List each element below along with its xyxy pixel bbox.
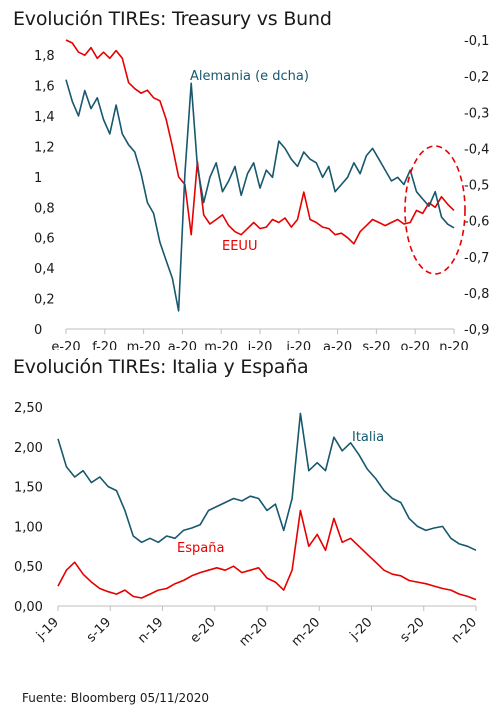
x-tick-label: m-20 — [127, 340, 161, 350]
x-tick-label: o-20 — [400, 340, 429, 350]
x-tick-label: m-20 — [236, 615, 271, 650]
chart1-title: Evolución TIREs: Treasury vs Bund — [13, 8, 332, 30]
x-tick-label: n-20 — [439, 340, 468, 350]
y-right-tick-label: -0,5 — [464, 179, 489, 194]
y-left-tick-label: 1,50 — [14, 481, 43, 496]
x-tick-label: s-20 — [397, 615, 427, 645]
y-left-tick-label: 0,8 — [34, 201, 55, 216]
y-right-tick-label: -0,7 — [464, 251, 489, 266]
x-tick-label: j-20 — [347, 615, 376, 644]
y-left-tick-label: 1,00 — [14, 520, 43, 535]
y-right-tick-label: -0,1 — [464, 34, 489, 49]
source-note: Fuente: Bloomberg 05/11/2020 — [22, 691, 210, 705]
x-tick-label: j-20 — [247, 340, 273, 350]
y-right-tick-label: -0,6 — [464, 215, 489, 230]
series-line-espa-a — [57, 509, 477, 601]
y-left-tick-label: 0,6 — [34, 232, 55, 247]
x-tick-label: j-20 — [285, 340, 311, 350]
series-label-espana: España — [177, 541, 224, 556]
y-left-tick-label: 0,2 — [34, 293, 55, 308]
y-left-tick-label: 1,2 — [34, 140, 55, 155]
x-tick-label: e-20 — [187, 615, 218, 646]
y-left-tick-label: 2,00 — [14, 441, 43, 456]
y-right-tick-label: -0,9 — [464, 323, 489, 338]
series-label-alemania: Alemania (e dcha) — [190, 69, 309, 84]
y-left-tick-label: 1,8 — [34, 49, 55, 64]
y-left-tick-label: 1,6 — [34, 80, 55, 95]
y-left-tick-label: 1,4 — [34, 110, 55, 125]
x-tick-label: a-20 — [323, 340, 352, 350]
y-left-tick-label: 1 — [34, 171, 42, 186]
x-tick-label: m-20 — [204, 340, 238, 350]
x-tick-label: m-20 — [289, 615, 324, 650]
x-tick-label: s-19 — [84, 615, 114, 645]
series-label-eeuu: EEUU — [222, 239, 257, 254]
series-label-italia: Italia — [352, 430, 384, 445]
x-tick-label: n-20 — [449, 615, 480, 646]
series-line-alemania-e-dcha- — [65, 79, 455, 312]
y-right-tick-label: -0,4 — [464, 142, 489, 157]
y-left-tick-label: 0,50 — [14, 560, 43, 575]
y-right-tick-label: -0,8 — [464, 287, 489, 302]
x-tick-label: n-19 — [135, 615, 166, 646]
y-left-tick-label: 0,4 — [34, 262, 55, 277]
x-tick-label: e-20 — [51, 340, 80, 350]
highlight-ellipse — [404, 145, 466, 275]
x-tick-label: a-20 — [168, 340, 197, 350]
series-line-eeuu — [65, 39, 455, 245]
chart2-plot: 0,00 0,50 1,00 1,50 2,00 2,50 j-19 s-19 n-19 e-20… — [14, 401, 480, 650]
x-tick-label: f-20 — [92, 340, 117, 350]
chart1-plot: 0 0,2 0,4 0,6 0,8 1 1,2 1,4 1,6 1,8 -0,1 -0,2 -0,3 -0… — [34, 34, 489, 350]
y-right-tick-label: -0,2 — [464, 70, 489, 85]
series-line-italia — [57, 412, 477, 552]
y-right-tick-label: -0,3 — [464, 106, 489, 121]
x-tick-label: j-19 — [33, 615, 62, 644]
chart2-title: Evolución TIREs: Italia y España — [13, 356, 309, 378]
x-tick-label: s-20 — [362, 340, 390, 350]
y-left-tick-label: 0,00 — [14, 600, 43, 615]
y-left-tick-label: 2,50 — [14, 401, 43, 416]
y-left-tick-label: 0 — [34, 323, 42, 338]
